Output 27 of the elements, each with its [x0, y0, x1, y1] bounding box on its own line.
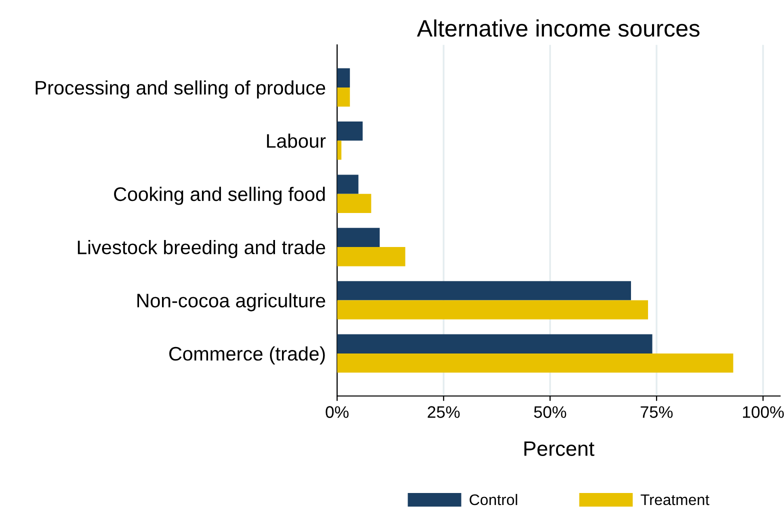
y-tick-label: Livestock breeding and trade: [78, 240, 326, 258]
bar: [337, 247, 406, 266]
y-tick-label: Processing and selling of produce: [36, 80, 326, 99]
bar: [337, 140, 342, 160]
y-tick-label: Cooking and selling food: [114, 186, 325, 205]
y-tick-label: Commerce (trade): [169, 346, 325, 365]
x-tick-label: 0%: [326, 406, 349, 418]
bar: [337, 353, 734, 373]
y-tick-label: Non-cocoa agriculture: [137, 293, 326, 312]
x-axis-title: Percent: [524, 441, 594, 456]
bar: [337, 300, 648, 320]
bar: [337, 68, 350, 88]
x-tick-label: 50%: [534, 406, 566, 418]
x-tick-label: 25%: [428, 406, 460, 418]
legend-label: Treatment: [640, 494, 710, 506]
bar: [337, 334, 652, 354]
bar: [337, 174, 358, 194]
legend-label: Control: [470, 494, 518, 506]
y-tick-label: Labour: [267, 134, 326, 148]
bar: [337, 121, 363, 141]
x-tick-label: 100%: [743, 406, 784, 418]
x-tick-label: 75%: [640, 406, 673, 418]
chart-title: Alternative income sources: [416, 19, 700, 37]
bar: [337, 194, 372, 213]
bar: [337, 87, 350, 107]
bar: [337, 281, 632, 300]
bar: [337, 228, 380, 248]
